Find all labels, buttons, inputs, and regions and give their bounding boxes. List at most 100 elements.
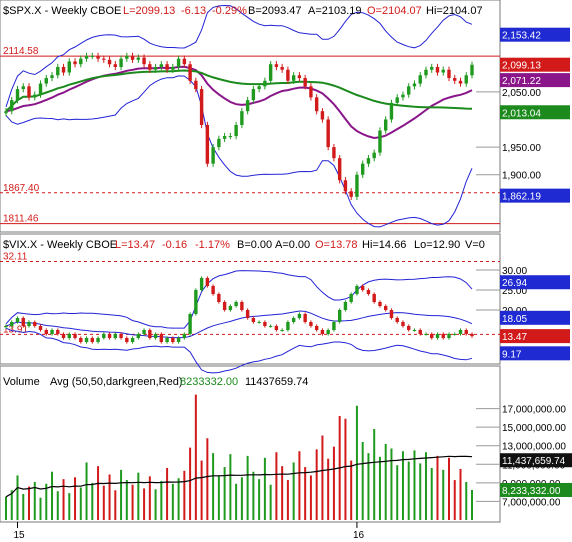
candle-body — [309, 322, 313, 326]
candle-body — [303, 314, 307, 322]
candle-body — [257, 86, 261, 90]
y-tick-label: 7,000,000.00 — [502, 497, 561, 508]
candle-body — [355, 174, 359, 197]
candle-body — [464, 75, 468, 84]
candle-body — [280, 66, 284, 70]
value-tag — [500, 453, 572, 468]
candle-body — [96, 338, 100, 342]
candle-body — [10, 100, 14, 112]
candle-body — [332, 147, 336, 159]
candle-body — [424, 334, 428, 335]
value-tag-label: 13.47 — [502, 332, 527, 343]
candle-body — [90, 338, 95, 342]
vix-high: Hi=14.66 — [362, 239, 406, 251]
candle-body — [320, 111, 325, 120]
candle-body — [430, 66, 434, 70]
x-axis: 15 16 — [14, 522, 365, 541]
candle-body — [291, 75, 296, 81]
candle-body — [332, 322, 336, 330]
candle-body — [291, 318, 296, 322]
y-tick-label: 25.00 — [502, 286, 527, 297]
candle-body — [211, 147, 215, 164]
candle-body — [251, 318, 256, 322]
candle-body — [349, 191, 353, 197]
candle-body — [205, 278, 210, 286]
value-tag — [500, 27, 570, 42]
candle-body — [136, 57, 141, 60]
candle-body — [360, 163, 365, 175]
value-tag — [500, 275, 570, 290]
candle-body — [44, 330, 48, 334]
candle-body — [119, 58, 123, 67]
candle-body — [263, 322, 267, 326]
value-tag-label: 18.05 — [502, 314, 527, 325]
candle-body — [73, 61, 77, 65]
candle-body — [401, 94, 405, 98]
candle-body — [165, 64, 169, 70]
ema-line — [5, 65, 473, 140]
candle-body — [366, 290, 371, 294]
candle-body — [119, 334, 123, 338]
candle-body — [194, 80, 198, 90]
candle-body — [182, 58, 187, 65]
candle-body — [199, 89, 204, 125]
candle-body — [107, 334, 112, 338]
price-bid: B=2093.47 — [248, 5, 302, 17]
candle-body — [176, 58, 181, 67]
candle-body — [326, 330, 330, 334]
candle-body — [280, 330, 284, 331]
candle-body — [458, 80, 463, 84]
candle-body — [470, 64, 474, 76]
price-open: O=2104.07 — [367, 5, 422, 17]
price-pct: -0.29% — [212, 5, 247, 17]
candle-body — [4, 111, 8, 114]
candle-body — [245, 100, 250, 112]
candle-body — [102, 334, 106, 338]
volume-avg-long: 11437659.74 — [245, 376, 308, 388]
vix-title: $VIX.X - Weekly CBOE — [3, 239, 117, 251]
candle-body — [464, 330, 468, 334]
candle-body — [21, 318, 25, 326]
candle-body — [447, 69, 451, 79]
volume-avg-short: 8233332.00 — [180, 376, 238, 388]
candle-body — [297, 75, 302, 79]
value-tag-label: 11,437,659.74 — [502, 456, 566, 467]
candle-body — [15, 89, 20, 101]
lower-band-line — [5, 327, 473, 374]
candle-body — [286, 69, 290, 81]
candle-body — [234, 302, 238, 306]
candle-body — [418, 75, 422, 84]
candle-body — [326, 119, 330, 148]
value-tag — [500, 105, 570, 120]
candle-body — [389, 310, 394, 318]
upper-band-line — [5, 270, 473, 329]
x-tick-label: 16 — [353, 530, 365, 541]
value-tag-label: 2,013.04 — [502, 108, 541, 119]
candle-body — [343, 180, 348, 192]
vix-pct: -1.17% — [195, 239, 230, 251]
candle-body — [84, 55, 89, 59]
candle-body — [38, 83, 43, 95]
candle-body — [222, 302, 227, 310]
candle-body — [343, 302, 348, 310]
candle-body — [61, 66, 66, 73]
value-tag-label: 2,099.13 — [502, 61, 541, 72]
candle-body — [217, 138, 221, 148]
sma-line — [5, 69, 473, 112]
candle-body — [182, 334, 187, 338]
value-tag-label: 9.17 — [502, 349, 522, 360]
value-tag — [500, 310, 570, 325]
candle-body — [130, 338, 135, 342]
y-tick-label: 2,050.00 — [502, 88, 541, 99]
vix-bid: B=0.00 — [237, 239, 272, 251]
candle-body — [297, 314, 302, 318]
price-last: L=2099.13 — [123, 5, 175, 17]
candle-body — [251, 89, 256, 101]
candle-body — [228, 136, 233, 138]
candle-body — [441, 334, 445, 338]
candle-body — [159, 64, 164, 67]
candle-body — [389, 102, 394, 120]
vix-open: O=13.78 — [315, 239, 358, 251]
candle-body — [360, 286, 365, 290]
